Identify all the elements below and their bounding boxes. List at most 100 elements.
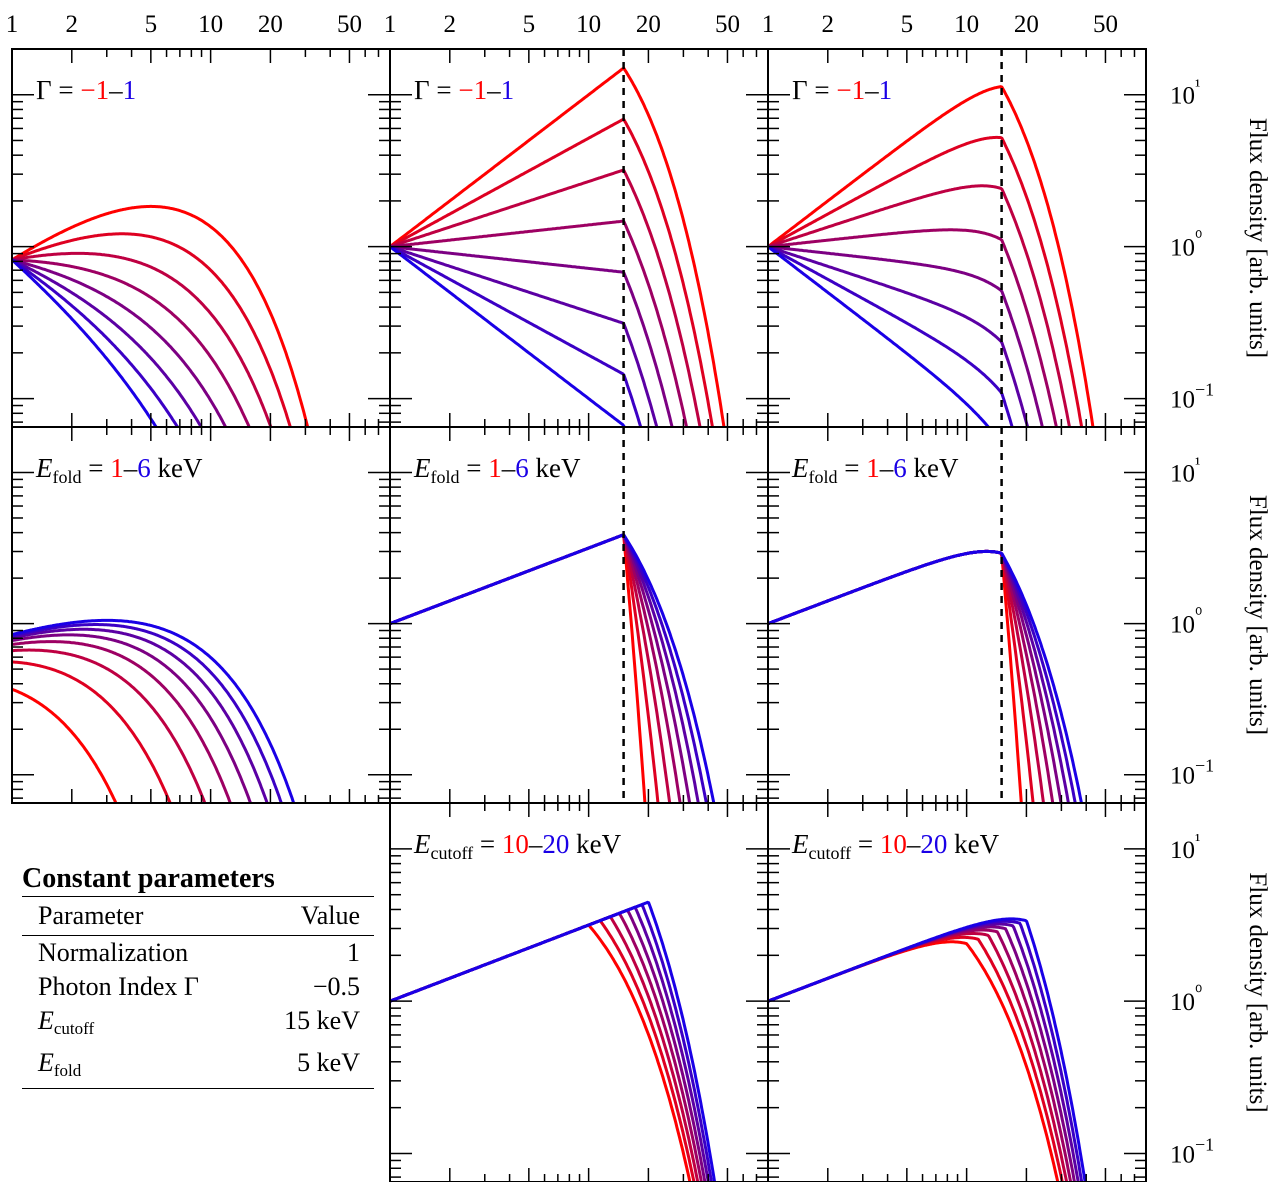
spectrum-line <box>12 258 251 427</box>
spectrum-line <box>390 902 714 1182</box>
param-value: 5 keV <box>297 1048 360 1077</box>
spectrum-line <box>768 925 1076 1182</box>
x-tick-label: 1 <box>762 11 775 38</box>
spectrum-line <box>12 633 253 803</box>
spectrum-line <box>768 935 1064 1182</box>
table-rule-top <box>22 896 374 897</box>
y-tick-label: 10⁰ <box>1170 982 1202 1016</box>
x-tick-label: 20 <box>1014 11 1039 38</box>
spectrum-line <box>12 648 207 803</box>
y-tick-label: 10−1 <box>1170 1135 1214 1169</box>
y-tick-label: 10⁰ <box>1170 605 1202 639</box>
param-subscript: cutoff <box>53 1019 95 1038</box>
spectrum-line <box>390 915 700 1182</box>
table-rule-bottom <box>22 1088 374 1089</box>
spectrum-line <box>12 251 273 427</box>
y-tick-label: 10¹ <box>1170 76 1200 110</box>
panel-label: Ecutoff = 10–20 keV <box>413 829 622 863</box>
table-row-efold: Efold 5 keV <box>22 1046 374 1088</box>
table-row-normalization: Normalization 1 <box>22 936 374 970</box>
x-tick-label: 10 <box>198 11 223 38</box>
y-axis-label: Flux density [arb. units] <box>1244 118 1270 358</box>
panel-label: Efold = 1–6 keV <box>791 453 959 487</box>
table-rule-mid <box>22 935 374 936</box>
constant-parameters-title: Constant parameters <box>22 863 275 894</box>
param-subscript: fold <box>53 1061 82 1080</box>
spectrum-line <box>768 135 1084 427</box>
x-tick-label: 1 <box>6 11 19 38</box>
spectrum-line <box>390 66 726 427</box>
spectrum-line <box>12 258 228 427</box>
spectrum-line <box>12 258 203 427</box>
param-symbol: E <box>38 1048 54 1077</box>
param-name: Normalization <box>38 938 189 967</box>
spectrum-line <box>768 919 1084 1182</box>
spectrum-line <box>12 660 172 803</box>
spectrum-line <box>390 245 659 427</box>
spectrum-line <box>390 908 707 1182</box>
spectrum-line <box>12 687 118 803</box>
param-name: Photon Index Γ <box>38 972 199 1001</box>
table-row-photon-index: Photon Index Γ −0.5 <box>22 970 374 1004</box>
y-tick-label: 10¹ <box>1170 453 1200 487</box>
spectrum-line <box>12 232 292 427</box>
table-row-ecutoff: Ecutoff 15 keV <box>22 1004 374 1046</box>
param-symbol: E <box>38 1006 54 1035</box>
spectrum-line <box>768 85 1095 427</box>
spectrum-line <box>768 245 991 427</box>
param-value: 15 keV <box>284 1006 360 1035</box>
spectrum-line <box>390 118 714 427</box>
y-tick-label: 10−1 <box>1170 756 1214 790</box>
y-tick-label: 10−1 <box>1170 380 1214 414</box>
spectrum-line <box>12 640 232 803</box>
panel-frame <box>389 48 769 428</box>
x-tick-label: 50 <box>1093 11 1118 38</box>
param-value: 1 <box>347 938 360 967</box>
param-name: Ecutoff <box>38 1004 94 1046</box>
spectrum-line <box>390 245 626 427</box>
x-tick-label: 5 <box>901 11 914 38</box>
header-value: Value <box>300 901 360 930</box>
spectrum-line <box>390 245 674 427</box>
spectrum-line <box>12 627 269 803</box>
panel-curves-r1-c2 <box>768 427 1083 803</box>
spectrum-line <box>768 245 1044 427</box>
spectrum-line <box>768 184 1072 427</box>
spectrum-line <box>390 168 702 427</box>
x-tick-label: 50 <box>715 11 740 38</box>
panel-label: Efold = 1–6 keV <box>35 453 203 487</box>
x-tick-label: 5 <box>523 11 536 38</box>
spectrum-line <box>768 245 1014 427</box>
spectrum-line <box>768 549 1083 803</box>
y-axis-label: Flux density [arb. units] <box>1244 872 1270 1112</box>
x-tick-label: 1 <box>384 11 397 38</box>
spectrum-line <box>12 258 180 427</box>
panel-label: Ecutoff = 10–20 keV <box>791 829 1000 863</box>
x-tick-label: 50 <box>337 11 362 38</box>
spectrum-line <box>12 623 283 803</box>
spectrum-line <box>12 258 158 427</box>
panel-label: Efold = 1–6 keV <box>413 453 581 487</box>
x-tick-label: 2 <box>66 11 79 38</box>
panel-label: Γ = −1–1 <box>414 75 514 105</box>
x-tick-label: 10 <box>576 11 601 38</box>
spectrum-line <box>768 245 1030 427</box>
x-tick-label: 2 <box>444 11 457 38</box>
spectrum-line <box>390 911 703 1182</box>
spectrum-line <box>390 245 643 427</box>
spectrum-line <box>768 928 1073 1182</box>
header-parameter: Parameter <box>38 901 144 930</box>
panel-curves-r0-c1 <box>390 49 726 427</box>
panel-curves-r1-c0 <box>12 618 296 803</box>
panel-curves-r0-c0 <box>12 204 310 427</box>
spectrum-line <box>390 900 717 1182</box>
panel-frame <box>11 48 391 428</box>
spectrum-line <box>12 618 296 803</box>
param-name: Efold <box>38 1046 81 1088</box>
param-value: −0.5 <box>312 972 360 1001</box>
panel-curves-r2-c2 <box>768 917 1087 1182</box>
panel-label: Γ = −1–1 <box>792 75 892 105</box>
panel-curves-r0-c2 <box>768 49 1095 427</box>
spectrum-line <box>390 533 716 803</box>
panel-curves-r2-c1 <box>390 900 717 1182</box>
